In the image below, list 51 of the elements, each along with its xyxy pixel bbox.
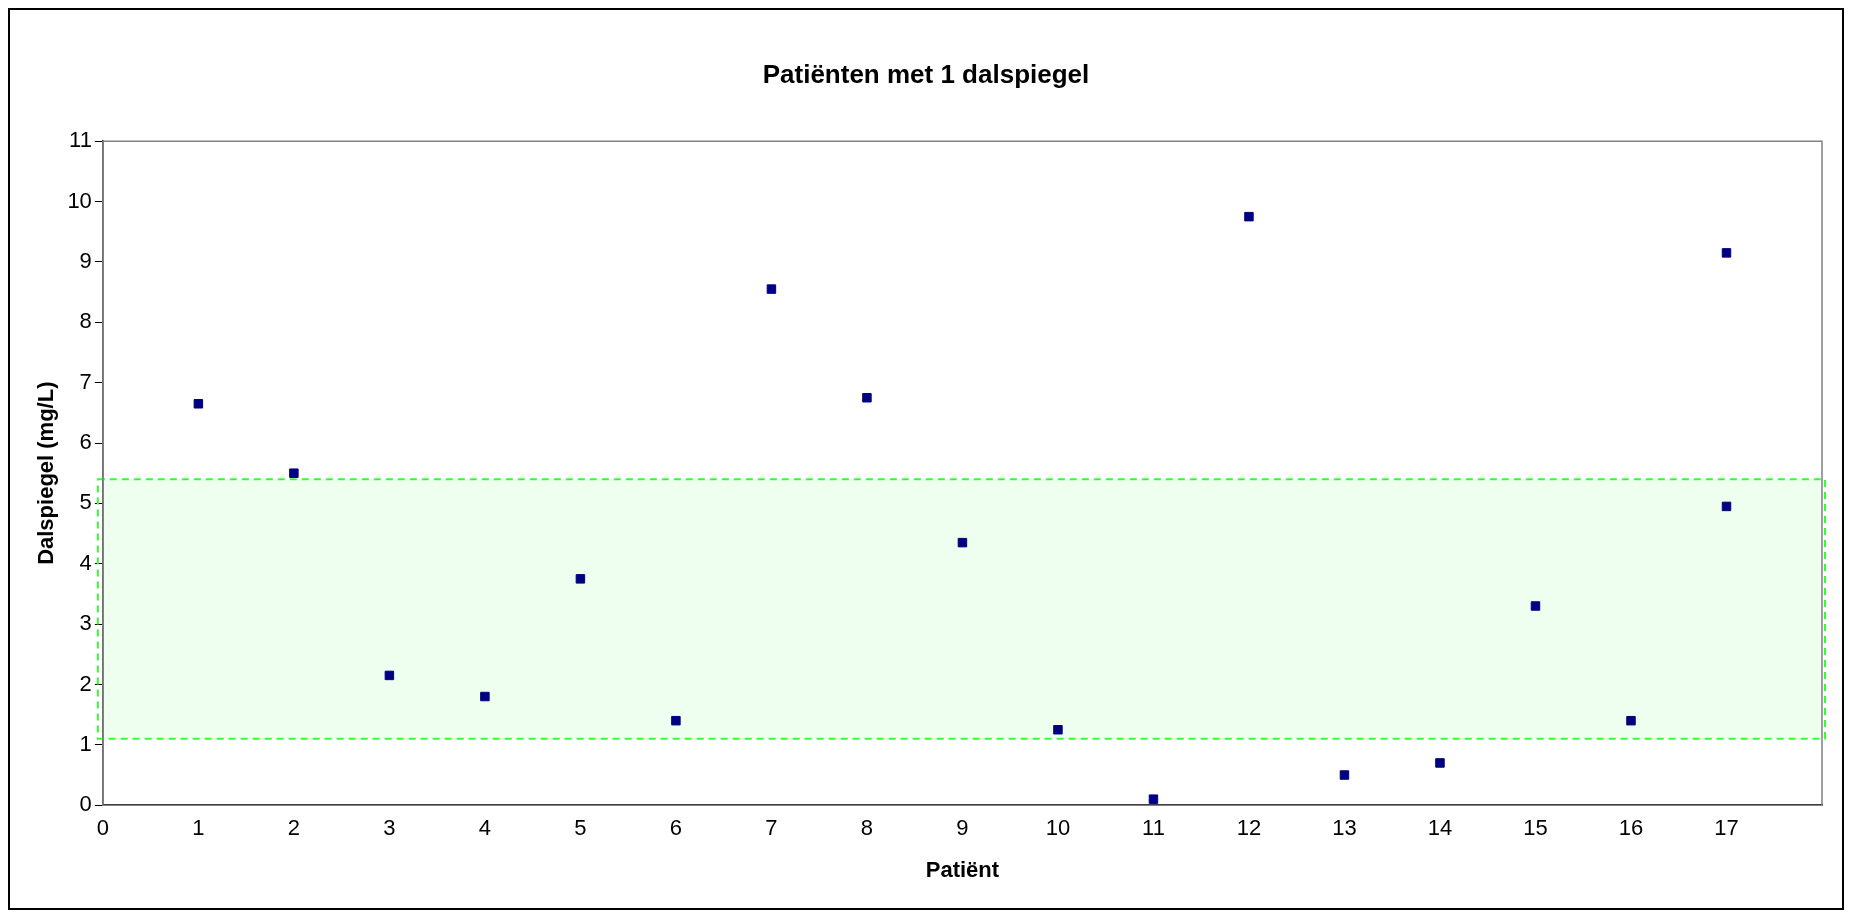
point xyxy=(957,537,968,548)
y-tick-label: 11 xyxy=(69,127,92,153)
point xyxy=(1721,501,1732,512)
x-tick-label: 15 xyxy=(1523,815,1548,841)
point xyxy=(671,715,681,726)
point xyxy=(862,393,872,403)
point xyxy=(384,670,395,681)
x-tick-label: 14 xyxy=(1427,815,1453,841)
point xyxy=(1721,248,1732,258)
y-tick-label: 4 xyxy=(79,549,92,575)
point xyxy=(193,399,204,409)
x-tick-label: 2 xyxy=(287,815,301,841)
y-tick-label: 3 xyxy=(79,610,92,636)
point xyxy=(289,468,299,478)
x-axis-title: Patiënt xyxy=(925,856,1000,882)
point xyxy=(575,574,586,584)
x-tick-label: 3 xyxy=(383,815,396,841)
point xyxy=(480,691,490,702)
y-tick-label: 1 xyxy=(79,730,92,756)
y-tick-label: 10 xyxy=(67,187,92,213)
y-tick-label: 6 xyxy=(79,429,92,455)
x-tick-label: 16 xyxy=(1618,815,1644,841)
x-tick-label: 8 xyxy=(860,815,874,841)
x-tick-label: 13 xyxy=(1332,815,1357,841)
x-tick-label: 0 xyxy=(96,815,109,841)
y-tick-label: 2 xyxy=(79,670,92,696)
chart-title: Patiënten met 1 dalspiegel xyxy=(762,58,1090,89)
x-tick-label: 1 xyxy=(192,815,205,841)
x-tick-label: 10 xyxy=(1045,815,1071,841)
point xyxy=(766,284,777,294)
x-tick-label: 11 xyxy=(1142,815,1165,841)
point xyxy=(1148,794,1159,804)
x-tick-label: 12 xyxy=(1236,815,1262,841)
y-tick-label: 5 xyxy=(79,489,92,515)
y-tick-label: 7 xyxy=(79,368,92,394)
point xyxy=(1626,715,1636,726)
point xyxy=(1339,770,1350,780)
y-tick-label: 8 xyxy=(79,308,92,334)
x-tick-label: 6 xyxy=(669,815,683,841)
x-tick-label: 17 xyxy=(1714,815,1739,841)
x-tick-label: 9 xyxy=(956,815,969,841)
x-tick-label: 4 xyxy=(478,815,492,841)
point xyxy=(1244,211,1254,222)
point xyxy=(1530,601,1541,611)
x-tick-label: 7 xyxy=(765,815,778,841)
y-axis-title: Dalspiegel (mg/L) xyxy=(33,381,59,565)
y-tick-label: 9 xyxy=(79,247,92,273)
point xyxy=(1053,725,1063,735)
y-tick-label: 0 xyxy=(79,791,92,817)
point xyxy=(1435,758,1445,768)
x-tick-label: 5 xyxy=(574,815,587,841)
